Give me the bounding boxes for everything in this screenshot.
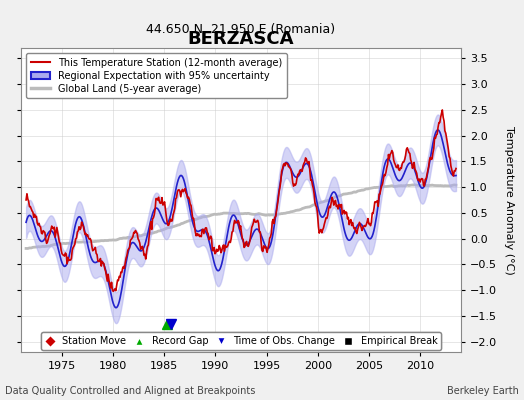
Text: 44.650 N, 21.950 E (Romania): 44.650 N, 21.950 E (Romania): [147, 23, 335, 36]
Text: Berkeley Earth: Berkeley Earth: [447, 386, 519, 396]
Text: Data Quality Controlled and Aligned at Breakpoints: Data Quality Controlled and Aligned at B…: [5, 386, 256, 396]
Y-axis label: Temperature Anomaly (°C): Temperature Anomaly (°C): [504, 126, 514, 274]
Title: BERZASCA: BERZASCA: [188, 30, 294, 48]
Legend: Station Move, Record Gap, Time of Obs. Change, Empirical Break: Station Move, Record Gap, Time of Obs. C…: [41, 332, 441, 350]
